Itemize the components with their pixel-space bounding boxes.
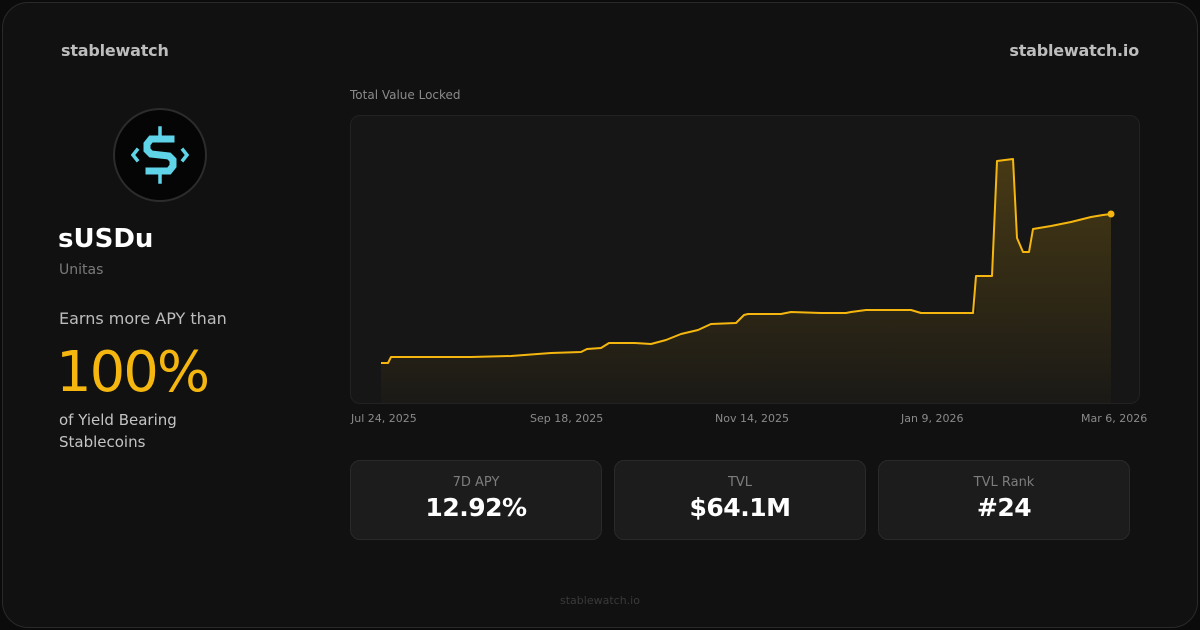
stat-card-tvl: TVL $64.1M	[614, 460, 866, 540]
x-tick-2: Nov 14, 2025	[715, 412, 789, 425]
site-link[interactable]: stablewatch.io	[1009, 41, 1139, 60]
stat-card-tvl-rank: TVL Rank #24	[878, 460, 1130, 540]
dollar-code-icon	[130, 126, 190, 184]
stat-label: TVL	[727, 475, 753, 490]
brand-logo-text: stablewatch	[61, 41, 169, 60]
x-tick-0: Jul 24, 2025	[351, 412, 417, 425]
tvl-area-chart	[381, 158, 1115, 403]
stat-card-apy: 7D APY 12.92%	[350, 460, 602, 540]
x-tick-4: Mar 6, 2026	[1081, 412, 1148, 425]
x-tick-1: Sep 18, 2025	[530, 412, 604, 425]
earns-label: Earns more APY than	[59, 309, 227, 328]
percentile-value: 100%	[56, 340, 210, 405]
latest-point-marker	[1107, 210, 1115, 218]
stat-label: TVL Rank	[973, 475, 1035, 490]
footer-site-link[interactable]: stablewatch.io	[560, 594, 640, 607]
chart-title: Total Value Locked	[350, 88, 461, 102]
tvl-line	[381, 158, 1112, 364]
token-name: sUSDu	[58, 224, 154, 254]
stat-value: #24	[976, 493, 1032, 522]
token-issuer: Unitas	[59, 262, 104, 278]
tvl-chart	[350, 115, 1140, 404]
stat-value: $64.1M	[689, 493, 791, 522]
stat-value: 12.92%	[425, 493, 527, 522]
token-logo	[113, 108, 207, 202]
tvl-area-fill	[381, 160, 1111, 403]
comparison-label: of Yield Bearing Stablecoins	[59, 411, 177, 451]
stat-label: 7D APY	[452, 475, 500, 490]
x-tick-3: Jan 9, 2026	[901, 412, 964, 425]
